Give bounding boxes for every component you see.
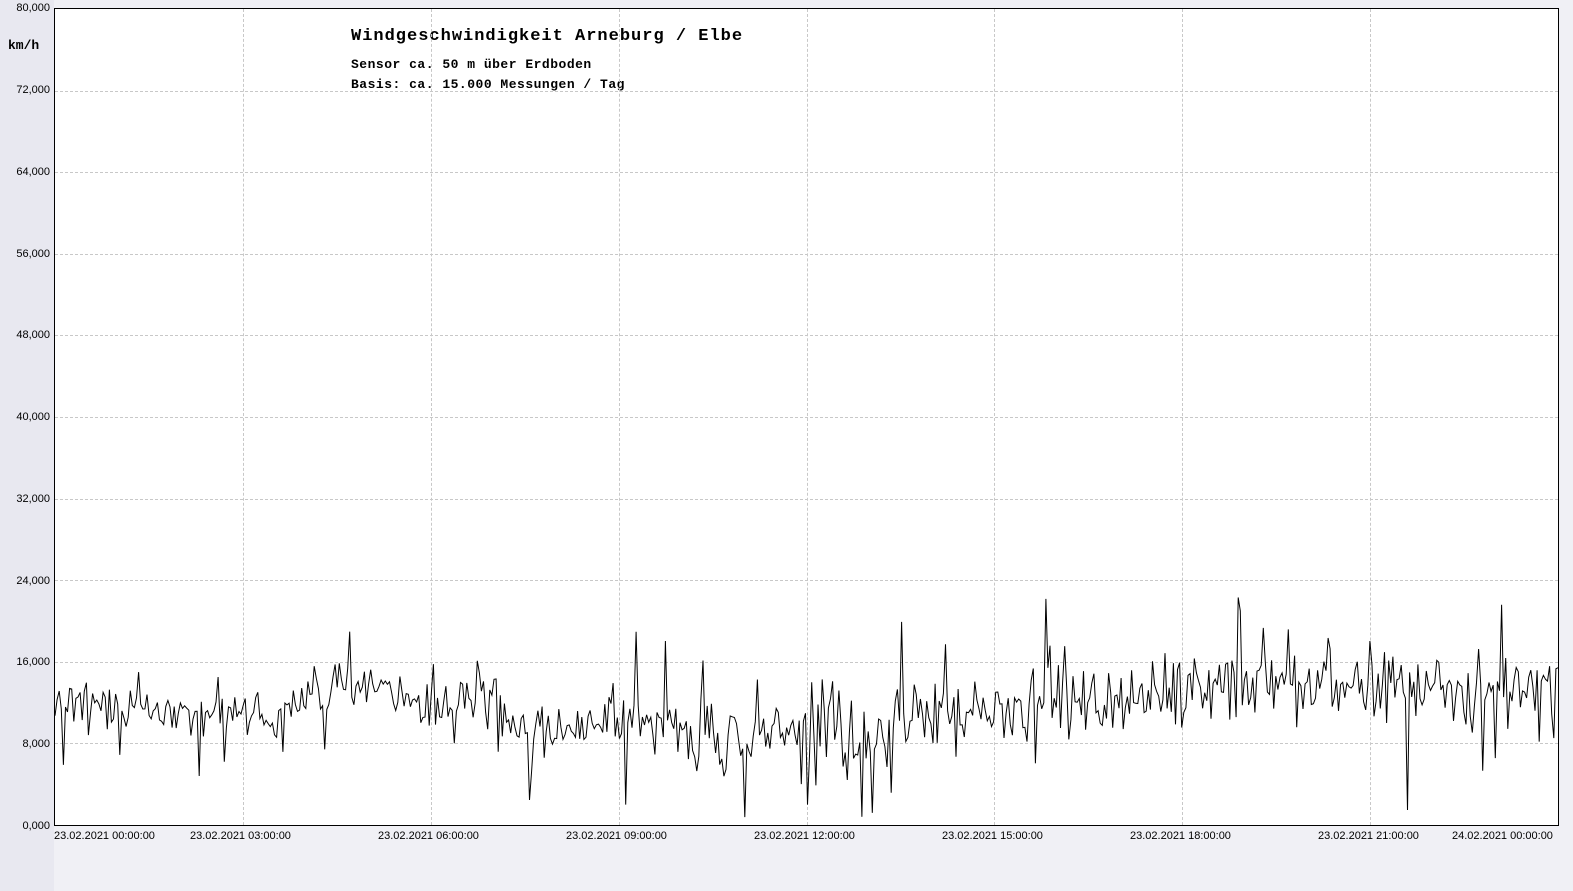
y-tick-label: 48,000 [4,329,50,341]
y-axis-margin [0,0,54,891]
y-tick-label: 32,000 [4,493,50,505]
x-tick-label: 23.02.2021 00:00:00 [54,830,155,842]
x-tick-label: 24.02.2021 00:00:00 [1452,830,1553,842]
y-tick-label: 8,000 [4,738,50,750]
y-tick-label: 72,000 [4,84,50,96]
x-tick-label: 23.02.2021 18:00:00 [1130,830,1231,842]
y-tick-label: 40,000 [4,411,50,423]
y-tick-label: 80,000 [4,2,50,14]
x-tick-label: 23.02.2021 15:00:00 [942,830,1043,842]
y-axis-unit-label: km/h [8,38,39,53]
x-tick-label: 23.02.2021 09:00:00 [566,830,667,842]
y-tick-label: 64,000 [4,166,50,178]
x-tick-label: 23.02.2021 03:00:00 [190,830,291,842]
y-tick-label: 56,000 [4,248,50,260]
y-tick-label: 0,000 [4,820,50,832]
x-tick-label: 23.02.2021 21:00:00 [1318,830,1419,842]
y-tick-label: 24,000 [4,575,50,587]
y-tick-label: 16,000 [4,656,50,668]
plot-area: Windgeschwindigkeit Arneburg / Elbe Sens… [54,8,1559,826]
x-tick-label: 23.02.2021 06:00:00 [378,830,479,842]
wind-series-line [55,9,1558,825]
wind-speed-chart: km/h 0,000 8,000 16,000 24,000 32,000 40… [0,0,1573,891]
x-tick-label: 23.02.2021 12:00:00 [754,830,855,842]
